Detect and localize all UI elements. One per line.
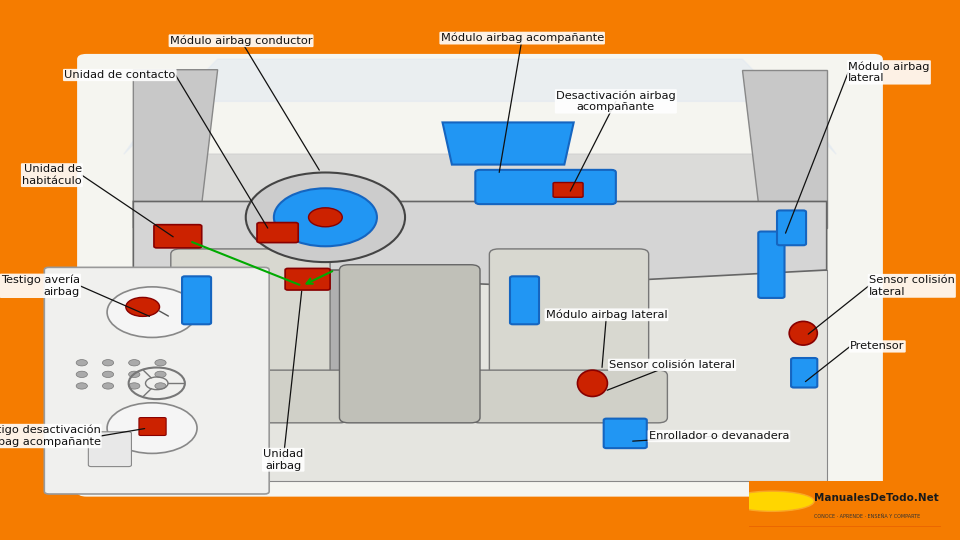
Circle shape bbox=[126, 298, 159, 316]
Circle shape bbox=[103, 383, 113, 389]
Circle shape bbox=[103, 371, 113, 377]
Polygon shape bbox=[443, 123, 574, 165]
FancyBboxPatch shape bbox=[152, 370, 348, 423]
Text: Testigo avería
airbag: Testigo avería airbag bbox=[1, 275, 80, 297]
Circle shape bbox=[308, 208, 343, 227]
Ellipse shape bbox=[578, 370, 608, 396]
FancyBboxPatch shape bbox=[777, 211, 806, 245]
Circle shape bbox=[246, 172, 405, 262]
Polygon shape bbox=[143, 154, 817, 207]
Polygon shape bbox=[133, 70, 218, 228]
Polygon shape bbox=[133, 270, 827, 481]
FancyBboxPatch shape bbox=[154, 225, 202, 248]
Text: Sensor colisión lateral: Sensor colisión lateral bbox=[609, 360, 735, 370]
FancyBboxPatch shape bbox=[77, 54, 883, 497]
Text: Enrollador o devanadera: Enrollador o devanadera bbox=[649, 431, 789, 441]
Circle shape bbox=[155, 371, 166, 377]
Ellipse shape bbox=[789, 321, 817, 345]
Circle shape bbox=[76, 383, 87, 389]
Text: Módulo airbag conductor: Módulo airbag conductor bbox=[170, 36, 312, 46]
FancyBboxPatch shape bbox=[604, 418, 647, 448]
Polygon shape bbox=[133, 201, 827, 286]
Text: ManualesDeTodo.Net: ManualesDeTodo.Net bbox=[814, 493, 939, 503]
FancyBboxPatch shape bbox=[745, 480, 945, 528]
Text: Testigo desactivación
airbag acompañante: Testigo desactivación airbag acompañante bbox=[0, 425, 101, 447]
Circle shape bbox=[155, 383, 166, 389]
Circle shape bbox=[76, 371, 87, 377]
Polygon shape bbox=[124, 59, 836, 154]
FancyBboxPatch shape bbox=[791, 358, 817, 388]
FancyBboxPatch shape bbox=[285, 268, 330, 290]
Circle shape bbox=[108, 287, 197, 338]
Circle shape bbox=[129, 360, 140, 366]
Circle shape bbox=[274, 188, 377, 246]
FancyBboxPatch shape bbox=[490, 249, 649, 407]
FancyBboxPatch shape bbox=[88, 432, 132, 467]
Text: Desactivación airbag
acompañante: Desactivación airbag acompañante bbox=[556, 90, 676, 112]
Text: Módulo airbag acompañante: Módulo airbag acompañante bbox=[441, 33, 604, 43]
Text: Sensor colisión
lateral: Sensor colisión lateral bbox=[869, 275, 954, 296]
FancyBboxPatch shape bbox=[340, 265, 480, 423]
FancyBboxPatch shape bbox=[257, 222, 299, 242]
Circle shape bbox=[129, 371, 140, 377]
Circle shape bbox=[103, 360, 113, 366]
FancyBboxPatch shape bbox=[139, 417, 166, 435]
Circle shape bbox=[108, 403, 197, 454]
FancyBboxPatch shape bbox=[758, 232, 784, 298]
FancyBboxPatch shape bbox=[182, 276, 211, 325]
Text: Módulo airbag
lateral: Módulo airbag lateral bbox=[849, 62, 929, 83]
FancyBboxPatch shape bbox=[470, 370, 667, 423]
FancyBboxPatch shape bbox=[553, 183, 583, 197]
Text: Unidad de
habitáculo: Unidad de habitáculo bbox=[22, 164, 82, 186]
FancyBboxPatch shape bbox=[44, 267, 269, 494]
Circle shape bbox=[76, 360, 87, 366]
Text: Pretensor: Pretensor bbox=[851, 341, 904, 352]
FancyBboxPatch shape bbox=[171, 249, 330, 407]
FancyBboxPatch shape bbox=[510, 276, 539, 325]
FancyBboxPatch shape bbox=[475, 170, 616, 204]
Text: Módulo airbag lateral: Módulo airbag lateral bbox=[545, 309, 667, 320]
Text: Unidad de contacto: Unidad de contacto bbox=[64, 70, 176, 80]
Circle shape bbox=[730, 491, 814, 511]
Polygon shape bbox=[742, 70, 827, 228]
Circle shape bbox=[155, 360, 166, 366]
Text: CONOCE · APRENDE · ENSEÑA Y COMPARTE: CONOCE · APRENDE · ENSEÑA Y COMPARTE bbox=[814, 514, 921, 519]
Circle shape bbox=[129, 383, 140, 389]
Polygon shape bbox=[274, 270, 368, 375]
Text: Unidad
airbag: Unidad airbag bbox=[263, 449, 303, 470]
